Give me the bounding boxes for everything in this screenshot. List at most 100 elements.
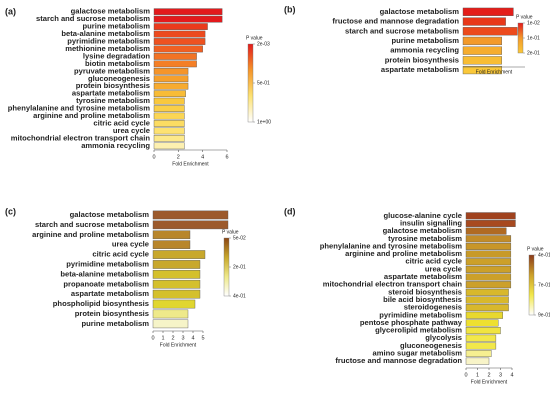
bar	[153, 15, 223, 23]
category-label: purine metabolism	[391, 36, 459, 45]
bar	[152, 319, 189, 329]
colorbar-label: 5e-01	[257, 80, 270, 86]
x-tick-label: 4	[201, 154, 204, 160]
x-tick-label: 0	[151, 335, 154, 341]
category-label: aspartate metabolism	[72, 89, 150, 98]
category-label: methionine metabolism	[65, 44, 150, 53]
category-label: citric acid cycle	[405, 257, 462, 266]
x-tick-label: 4	[191, 335, 194, 341]
bar	[153, 142, 185, 150]
category-label: phenylalanine and tyrosine metabolism	[320, 241, 462, 250]
bar	[462, 27, 518, 36]
x-tick-label: 4	[510, 372, 513, 378]
legend-title: P value	[516, 14, 533, 20]
bar	[465, 250, 512, 258]
legend-title: P value	[527, 246, 544, 252]
category-label: gluconeogenesis	[400, 341, 462, 350]
bar	[462, 46, 502, 55]
bar	[465, 227, 507, 235]
category-label: mitochondrial electron transport chain	[323, 280, 463, 289]
bar	[465, 357, 490, 365]
bar	[465, 219, 516, 227]
x-tick-label: 2	[171, 335, 174, 341]
bar	[153, 120, 185, 127]
bar	[153, 105, 185, 112]
category-label: galactose metabolism	[70, 210, 150, 219]
bar	[465, 281, 512, 289]
colorbar-label: 2e-01	[233, 264, 246, 270]
bar	[153, 30, 206, 38]
bar	[153, 45, 203, 53]
bar	[153, 82, 189, 90]
colorbar	[247, 43, 254, 123]
bar	[153, 127, 185, 135]
category-label: pyrimidine metabolism	[66, 259, 149, 268]
bar	[152, 260, 201, 269]
bar	[153, 23, 208, 30]
bar	[152, 210, 229, 220]
colorbar-label: 9e-01	[538, 312, 550, 318]
category-label: gluconeogenesis	[88, 74, 150, 83]
category-label: starch and sucrose metabolism	[345, 26, 459, 35]
bar	[462, 56, 502, 65]
category-label: arginine and proline metabolism	[33, 111, 150, 120]
category-label: arginine and proline metabolism	[32, 230, 149, 239]
category-label: biotin metabolism	[85, 59, 150, 68]
bar	[465, 342, 497, 350]
bar	[465, 242, 512, 250]
colorbar-label: 1e-01	[527, 35, 540, 41]
category-label: urea cycle	[425, 264, 462, 273]
category-label: steroidogenesis	[404, 303, 462, 312]
x-tick-label: 0	[152, 154, 155, 160]
bar	[462, 36, 502, 46]
category-label: galactose metabolism	[380, 7, 460, 16]
colorbar-label: 1e-02	[527, 20, 540, 26]
colorbar	[528, 254, 535, 316]
colorbar-label: 1e+00	[257, 119, 271, 125]
category-label: ammonia recycling	[390, 46, 459, 55]
colorbar-label: 4e-01	[233, 293, 246, 299]
bar	[462, 65, 502, 75]
bar	[465, 319, 499, 327]
category-label: purine metabolism	[82, 22, 150, 31]
category-label: tyrosine metabolism	[388, 234, 462, 243]
x-axis-label: Fold Enrichment	[476, 69, 513, 75]
category-label: tyrosine metabolism	[76, 96, 150, 105]
bar	[465, 334, 497, 342]
category-label: galactose metabolism	[383, 226, 463, 235]
x-tick-label: 5	[201, 335, 204, 341]
bar	[153, 8, 223, 16]
bar	[152, 289, 201, 299]
category-label: aspartate metabolism	[384, 272, 462, 281]
category-label: beta-alanine metabolism	[60, 269, 149, 278]
category-label: phospholipid biosynthesis	[53, 299, 149, 308]
bar	[152, 270, 201, 279]
bar	[465, 296, 509, 304]
colorbar-label: 2e-01	[527, 50, 540, 56]
x-tick-label: 0	[464, 372, 467, 378]
legend-title: P value	[222, 229, 239, 235]
colorbar	[517, 22, 524, 54]
category-label: fructose and mannose degradation	[335, 356, 462, 365]
panel-label: (a)	[5, 6, 16, 16]
category-label: steroid biosynthesis	[388, 287, 462, 296]
bar	[152, 279, 201, 289]
bar	[465, 304, 509, 312]
bar	[152, 309, 189, 319]
category-label: protein biosynthesis	[75, 309, 149, 318]
bar	[153, 90, 186, 98]
bar	[152, 299, 196, 309]
category-label: phenylalanine and tyrosine metabolism	[8, 104, 150, 113]
category-label: starch and sucrose metabolism	[36, 14, 150, 23]
category-label: urea cycle	[112, 240, 149, 249]
category-label: pyruvate metabolism	[74, 66, 150, 75]
bar	[465, 311, 503, 319]
category-label: lysine degradation	[83, 51, 150, 60]
x-tick-label: 2	[177, 154, 180, 160]
colorbar-label: 2e-03	[257, 41, 270, 47]
bar	[153, 135, 185, 142]
category-label: pentose phosphate pathway	[360, 318, 463, 327]
x-tick-label: 1	[161, 335, 164, 341]
category-label: insulin signalling	[400, 218, 462, 227]
